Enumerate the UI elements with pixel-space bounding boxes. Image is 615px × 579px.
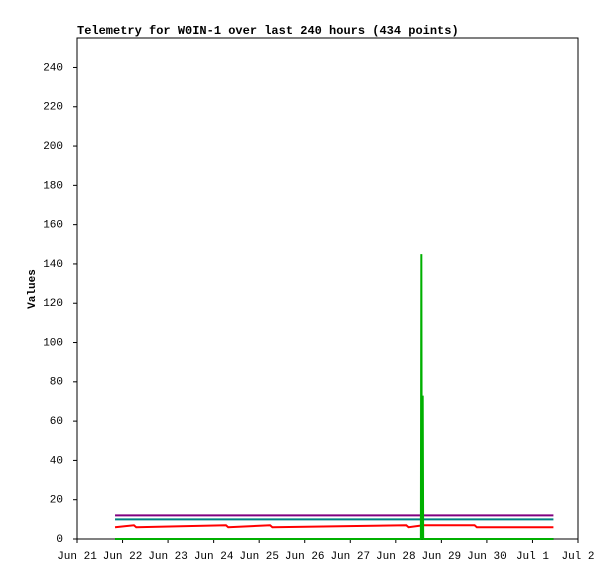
series-line: [115, 254, 554, 540]
y-tick-label: 20: [50, 495, 63, 507]
series-line: [114, 524, 554, 529]
y-tick-label: 240: [43, 62, 63, 74]
y-tick-label: 180: [43, 180, 63, 192]
y-tick-label: 80: [50, 377, 63, 389]
y-tick-label: 40: [50, 455, 63, 467]
y-tick-label: 60: [50, 416, 63, 428]
y-axis-label: Values: [27, 269, 39, 309]
x-tick-label: Jun 28: [376, 551, 416, 563]
x-tick-label: Jun 26: [285, 551, 325, 563]
y-tick-label: 140: [43, 259, 63, 271]
x-tick-label: Jun 24: [194, 551, 234, 563]
x-tick-label: Jun 21: [57, 551, 97, 563]
y-tick-label: 160: [43, 220, 63, 232]
x-tick-label: Jun 25: [239, 551, 279, 563]
y-tick-label: 100: [43, 337, 63, 349]
x-tick-label: Jun 27: [330, 551, 370, 563]
x-tick-label: Jun 30: [467, 551, 507, 563]
y-tick-label: 120: [43, 298, 63, 310]
y-tick-label: 200: [43, 141, 63, 153]
chart-title: Telemetry for W0IN-1 over last 240 hours…: [77, 24, 459, 38]
y-tick-label: 220: [43, 102, 63, 114]
x-tick-label: Jun 29: [422, 551, 462, 563]
x-tick-label: Jul 1: [516, 551, 549, 563]
y-tick-label: 0: [56, 534, 63, 546]
x-tick-label: Jul 2: [561, 551, 594, 563]
x-tick-label: Jun 23: [148, 551, 188, 563]
x-tick-label: Jun 22: [103, 551, 143, 563]
plot-frame: [76, 37, 579, 540]
